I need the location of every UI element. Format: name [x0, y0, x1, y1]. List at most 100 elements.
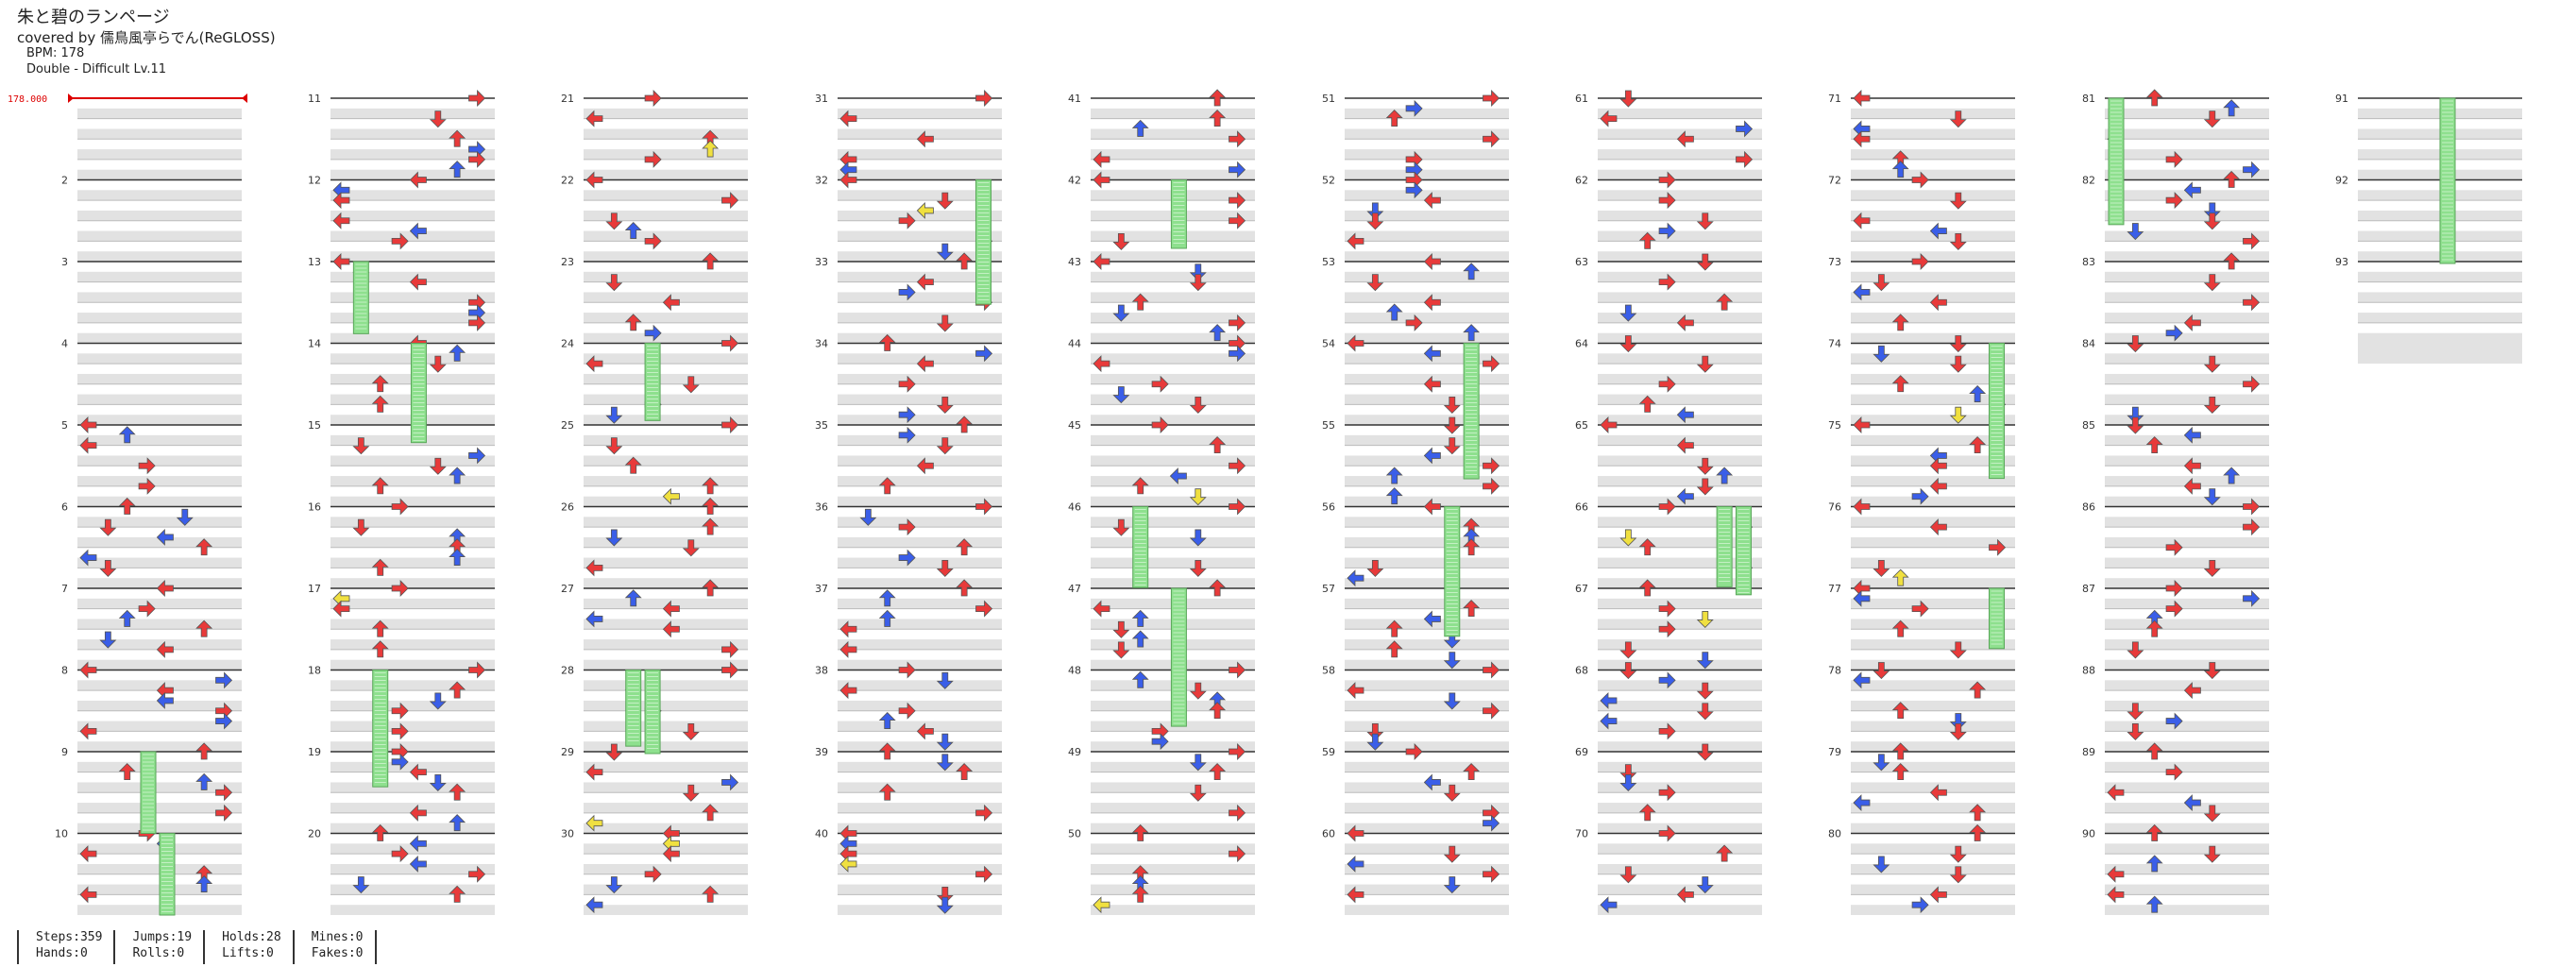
arrow-shape [682, 722, 700, 740]
arrow-icon [1151, 375, 1169, 393]
arrow-shape [195, 874, 213, 892]
arrow-shape [1696, 703, 1714, 721]
arrow-icon [1347, 334, 1364, 352]
arrow-icon [956, 538, 974, 556]
arrow-icon [644, 232, 662, 250]
beat-stripe [838, 803, 1002, 813]
difficulty-label: Double - Difficult Lv.11 [26, 61, 167, 76]
arrow-icon [391, 702, 409, 720]
arrow-shape [585, 814, 603, 832]
arrow-icon [1891, 314, 1909, 331]
arrow-shape [1483, 355, 1500, 373]
beat-stripe [1598, 639, 1762, 650]
hold-note-icon [975, 179, 991, 305]
arrow-shape [2243, 161, 2261, 178]
arrow-icon [99, 559, 117, 577]
beat-stripe [330, 741, 495, 752]
beat-stripe [2105, 210, 2269, 221]
arrow-icon [1696, 682, 1714, 700]
arrow-icon [1405, 181, 1423, 199]
measure-number: 74 [1828, 338, 1841, 350]
arrow-shape [1600, 110, 1618, 127]
arrow-icon [1638, 231, 1656, 249]
bpm-marker-left [68, 93, 74, 103]
arrow-shape [2203, 662, 2221, 680]
measure-number: 7 [61, 583, 68, 595]
beat-stripe [1598, 251, 1762, 262]
arrow-shape [1189, 559, 1207, 577]
beat-stripe [1345, 803, 1509, 813]
arrow-shape [898, 518, 916, 536]
arrow-shape [916, 201, 934, 219]
beat-stripe [1345, 619, 1509, 630]
beat-stripe [1598, 434, 1762, 446]
beat-stripe [77, 373, 242, 384]
measure-number: 71 [1828, 93, 1841, 105]
arrow-icon [1969, 823, 1987, 841]
beat-stripe [1598, 782, 1762, 793]
arrow-shape [371, 375, 389, 393]
arrow-icon [409, 222, 427, 240]
arrow-icon [1853, 498, 1871, 516]
beat-stripe [584, 905, 748, 915]
arrow-icon [2203, 559, 2221, 577]
arrow-icon [1483, 90, 1500, 107]
arrow-shape [898, 375, 916, 393]
arrow-icon [1600, 896, 1618, 914]
beat-stripe [584, 434, 748, 446]
arrow-icon [371, 395, 389, 413]
arrow-shape [878, 742, 896, 760]
beat-stripe [2105, 659, 2269, 670]
arrow-shape [624, 589, 642, 607]
arrow-shape [2203, 559, 2221, 577]
arrow-shape [1483, 90, 1500, 107]
arrow-icon [898, 283, 916, 301]
beat-stripe [1851, 741, 2015, 752]
arrow-icon [1600, 691, 1618, 709]
arrow-shape [2145, 895, 2163, 913]
arrow-icon [1385, 303, 1403, 321]
arrow-icon [1929, 294, 1947, 312]
beat-stripe [584, 823, 748, 834]
beat-stripe [1598, 700, 1762, 711]
beat-stripe [838, 169, 1002, 180]
measure-number: 66 [1575, 501, 1588, 514]
arrow-shape [624, 314, 642, 331]
beat-stripe [1851, 782, 2015, 793]
beat-stripe [1598, 496, 1762, 507]
arrow-icon [916, 355, 934, 373]
measure-number: 65 [1575, 419, 1588, 432]
arrow-icon [956, 252, 974, 270]
beat-stripe [2105, 803, 2269, 813]
arrow-icon [1463, 600, 1481, 618]
beat-stripe [77, 517, 242, 528]
beat-stripe [330, 271, 495, 282]
arrow-icon [1853, 130, 1871, 148]
chart-stats: Steps:359 Hands:0 Jumps:19 Rolls:0 Holds… [17, 930, 377, 964]
beat-stripe [1091, 557, 1255, 568]
arrow-icon [1131, 885, 1149, 903]
arrow-shape [936, 559, 954, 577]
beat-stripe [1598, 863, 1762, 874]
beat-stripe [1345, 271, 1509, 282]
beat-stripe [1598, 721, 1762, 732]
measure-number: 39 [815, 746, 828, 758]
beat-stripe [1851, 476, 2015, 486]
arrow-icon [409, 171, 427, 189]
beat-stripe [1091, 455, 1255, 467]
arrow-icon [1443, 396, 1461, 414]
beat-stripe [1851, 313, 2015, 323]
arrow-icon [409, 804, 427, 822]
measure-number: 54 [1322, 338, 1335, 350]
arrow-shape [156, 640, 174, 658]
beat-stripe [2105, 905, 2269, 915]
arrow-shape [2183, 682, 2201, 700]
arrow-icon [2127, 406, 2144, 424]
beat-stripe [330, 721, 495, 732]
arrow-icon [1600, 110, 1618, 127]
arrow-shape [391, 722, 409, 740]
arrow-icon [1131, 119, 1149, 137]
beat-stripe [1598, 741, 1762, 752]
arrow-shape [1619, 662, 1637, 680]
beat-stripe [330, 496, 495, 507]
